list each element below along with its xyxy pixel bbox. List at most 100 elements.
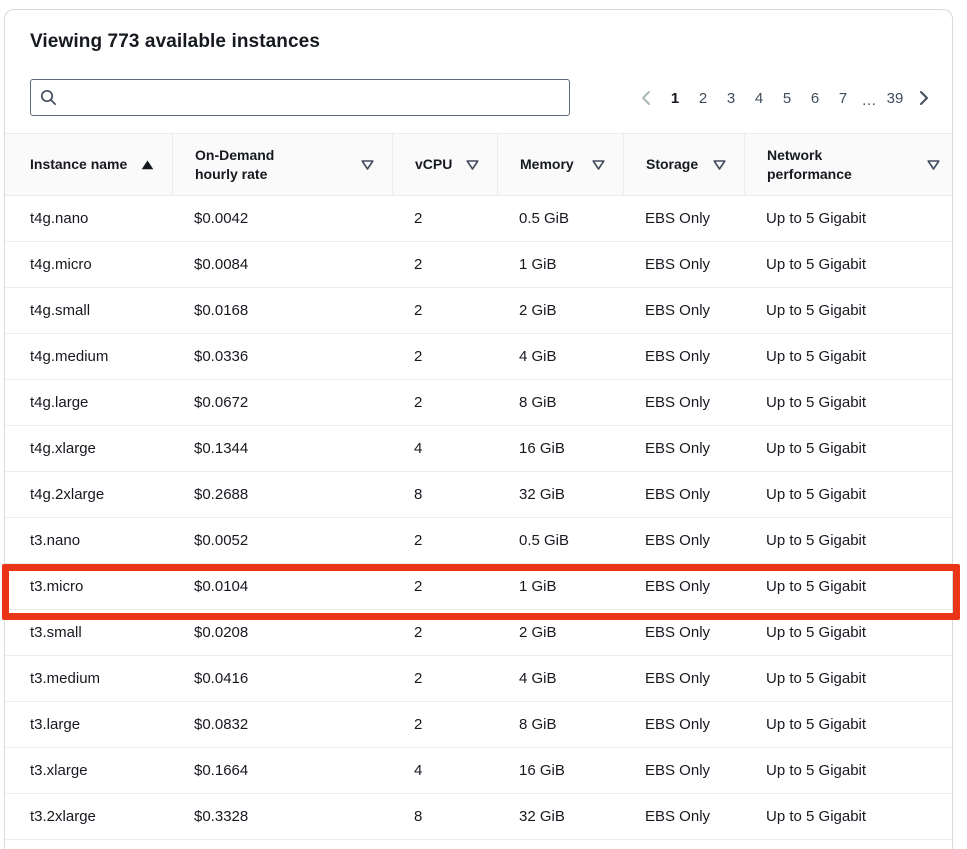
pagination-page-5[interactable]: 5 [775, 84, 799, 112]
cell-memory: 8 GiB [519, 394, 557, 411]
cell-network-performance: Up to 5 Gigabit [766, 808, 867, 825]
cell-instance-name: t3.large [30, 716, 81, 733]
column-dropdown-icon[interactable] [927, 159, 940, 170]
column-dropdown-icon[interactable] [361, 159, 374, 170]
cell-vcpu: 2 [414, 394, 423, 411]
column-header-on-demand-hourly-rate[interactable]: On-Demand hourly rate [172, 134, 392, 195]
pagination-page-7[interactable]: 7 [831, 84, 855, 112]
column-dropdown-icon[interactable] [713, 159, 726, 170]
pagination-page-39[interactable]: 39 [883, 84, 907, 112]
cell-storage: EBS Only [645, 210, 711, 227]
chevron-right-icon [920, 91, 928, 105]
cell-instance-name: t4g.small [30, 302, 91, 319]
table-row[interactable]: t4g.nano $0.0042 2 0.5 GiB EBS Only Up to 5 G… [5, 196, 952, 242]
cell-vcpu: 2 [414, 302, 423, 319]
cell-network-performance: Up to 5 Gigabit [766, 762, 867, 779]
cell-hourly-rate: $0.0672 [194, 394, 249, 411]
cell-storage: EBS Only [645, 256, 711, 273]
cell-hourly-rate: $0.0084 [194, 256, 249, 273]
cell-network-performance: Up to 5 Gigabit [766, 210, 867, 227]
cell-instance-name: t3.small [30, 624, 82, 641]
table-row[interactable]: t4g.xlarge $0.1344 4 16 GiB EBS Only Up to 5 … [5, 426, 952, 472]
cell-hourly-rate: $0.0208 [194, 624, 249, 641]
cell-vcpu: 2 [414, 348, 423, 365]
column-header-network-performance[interactable]: Network performance [744, 134, 952, 195]
cell-memory: 4 GiB [519, 670, 557, 687]
cell-vcpu: 2 [414, 578, 423, 595]
table-row[interactable]: t3.2xlarge $0.3328 8 32 GiB EBS Only Up to 5 … [5, 794, 952, 840]
pagination-page-1[interactable]: 1 [663, 84, 687, 112]
table-row[interactable]: t4g.medium $0.0336 2 4 GiB EBS Only Up to 5 G… [5, 334, 952, 380]
chevron-left-icon [642, 91, 650, 105]
cell-memory: 4 GiB [519, 348, 557, 365]
cell-hourly-rate: $0.0104 [194, 578, 249, 595]
cell-instance-name: t4g.2xlarge [30, 486, 105, 503]
cell-hourly-rate: $0.2688 [194, 486, 249, 503]
cell-vcpu: 2 [414, 716, 423, 733]
cell-network-performance: Up to 5 Gigabit [766, 302, 867, 319]
column-dropdown-icon[interactable] [592, 159, 605, 170]
cell-storage: EBS Only [645, 440, 711, 457]
cell-vcpu: 2 [414, 624, 423, 641]
cell-network-performance: Up to 5 Gigabit [766, 670, 867, 687]
table-row[interactable]: t4g.2xlarge $0.2688 8 32 GiB EBS Only Up to 5… [5, 472, 952, 518]
table-row[interactable]: t3.small $0.0208 2 2 GiB EBS Only Up to 5 Gig… [5, 610, 952, 656]
cell-network-performance: Up to 5 Gigabit [766, 440, 867, 457]
cell-vcpu: 4 [414, 440, 423, 457]
search-box[interactable] [30, 79, 570, 116]
panel-header: Viewing 773 available instances 1 2 3 4 5 6 7 …… [5, 10, 952, 133]
cell-network-performance: Up to 5 Gigabit [766, 348, 867, 365]
cell-hourly-rate: $0.1664 [194, 762, 249, 779]
column-header-storage[interactable]: Storage [623, 134, 744, 195]
column-dropdown-icon[interactable] [466, 159, 479, 170]
cell-hourly-rate: $0.0832 [194, 716, 249, 733]
pagination-page-3[interactable]: 3 [719, 84, 743, 112]
table-row[interactable]: t3.nano $0.0052 2 0.5 GiB EBS Only Up to 5 Gi… [5, 518, 952, 564]
pagination-next-button[interactable] [911, 84, 936, 112]
cell-storage: EBS Only [645, 624, 711, 641]
cell-hourly-rate: $0.0042 [194, 210, 249, 227]
column-label: Network performance [767, 147, 852, 182]
cell-storage: EBS Only [645, 670, 711, 687]
pagination: 1 2 3 4 5 6 7 … 39 [634, 84, 936, 112]
cell-instance-name: t3.xlarge [30, 762, 88, 779]
table-row[interactable]: t4g.micro $0.0084 2 1 GiB EBS Only Up to 5 Gi… [5, 242, 952, 288]
page-title: Viewing 773 available instances [30, 31, 321, 52]
cell-vcpu: 2 [414, 210, 423, 227]
pagination-prev-button[interactable] [634, 84, 659, 112]
pagination-page-2[interactable]: 2 [691, 84, 715, 112]
cell-vcpu: 2 [414, 532, 423, 549]
cell-instance-name: t3.micro [30, 578, 84, 595]
cell-instance-name: t4g.micro [30, 256, 92, 273]
pagination-page-4[interactable]: 4 [747, 84, 771, 112]
table-row[interactable]: t3.large $0.0832 2 8 GiB EBS Only Up to 5 Gig… [5, 702, 952, 748]
table-row[interactable]: t4g.small $0.0168 2 2 GiB EBS Only Up to 5 Gi… [5, 288, 952, 334]
cell-storage: EBS Only [645, 532, 711, 549]
cell-network-performance: Up to 5 Gigabit [766, 578, 867, 595]
pagination-ellipsis: … [861, 92, 877, 109]
table-row[interactable]: t3.xlarge $0.1664 4 16 GiB EBS Only Up to 5 G… [5, 748, 952, 794]
column-label: Instance name [30, 156, 128, 173]
table-row[interactable]: t3.micro $0.0104 2 1 GiB EBS Only Up to 5 Gig… [5, 564, 952, 610]
cell-instance-name: t3.nano [30, 532, 81, 549]
pagination-page-6[interactable]: 6 [803, 84, 827, 112]
column-label: vCPU [415, 156, 453, 173]
column-header-instance-name[interactable]: Instance name [5, 134, 172, 195]
column-label: Storage [646, 156, 699, 173]
cell-memory: 0.5 GiB [519, 210, 570, 227]
cell-hourly-rate: $0.0168 [194, 302, 249, 319]
column-header-memory[interactable]: Memory [497, 134, 623, 195]
column-header-vcpu[interactable]: vCPU [392, 134, 497, 195]
table-row[interactable]: t3.medium $0.0416 2 4 GiB EBS Only Up to 5 Gi… [5, 656, 952, 702]
sort-ascending-icon[interactable] [141, 160, 154, 170]
table-row[interactable]: t4g.large $0.0672 2 8 GiB EBS Only Up to 5 Gi… [5, 380, 952, 426]
cell-hourly-rate: $0.1344 [194, 440, 249, 457]
cell-vcpu: 2 [414, 670, 423, 687]
instances-panel: Viewing 773 available instances 1 2 3 4 5 6 7…… [4, 9, 953, 849]
search-input[interactable] [65, 81, 569, 114]
cell-network-performance: Up to 5 Gigabit [766, 624, 867, 641]
cell-instance-name: t4g.medium [30, 348, 109, 365]
cell-vcpu: 4 [414, 762, 423, 779]
cell-instance-name: t4g.large [30, 394, 89, 411]
cell-instance-name: t4g.xlarge [30, 440, 96, 457]
